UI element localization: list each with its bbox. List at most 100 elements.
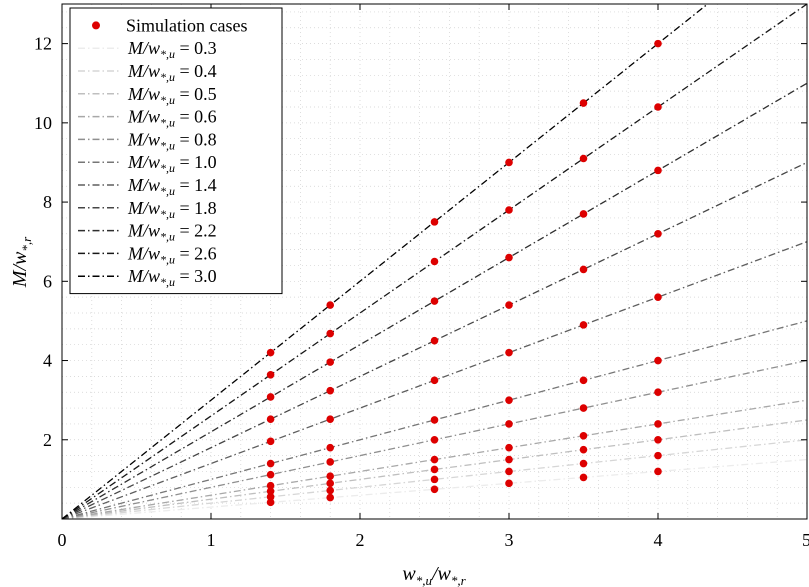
scatter-point	[654, 293, 662, 301]
x-tick-label: 3	[505, 530, 514, 550]
series-line	[62, 419, 807, 519]
scatter-point	[505, 467, 513, 476]
x-tick-label: 2	[356, 530, 365, 550]
scatter-point	[579, 265, 588, 274]
scatter-point	[266, 487, 275, 496]
scatter-point	[579, 99, 588, 107]
scatter-point	[266, 481, 275, 490]
legend: Simulation cases M/w*,u = 0.3M/w*,u = 0.4…	[69, 7, 283, 295]
scatter-point	[505, 396, 513, 404]
x-tick-label: 5	[802, 530, 809, 550]
scatter-point	[326, 443, 335, 452]
y-tick-label: 4	[43, 351, 52, 371]
scatter-point	[430, 336, 439, 345]
y-axis-label: M/w*,r	[9, 236, 34, 288]
y-tick-label: 12	[34, 34, 52, 54]
scatter-point	[654, 166, 662, 175]
legend-label: M/w*,u = 0.8	[127, 129, 217, 152]
legend-label: M/w*,u = 0.6	[127, 107, 217, 130]
scatter-point	[505, 253, 513, 262]
legend-label: M/w*,u = 2.2	[127, 221, 217, 244]
scatter-point	[326, 386, 335, 395]
x-tick-label: 0	[58, 530, 67, 550]
scatter-point	[326, 329, 335, 338]
legend-label: M/w*,u = 0.5	[127, 84, 217, 107]
scatter-point	[326, 458, 335, 466]
x-tick-label: 4	[654, 530, 663, 550]
scatter-point	[654, 356, 662, 365]
scatter-point	[505, 420, 513, 428]
scatter-point	[266, 459, 275, 468]
scatter-point	[505, 479, 513, 488]
scatter-point	[654, 103, 662, 111]
scatter-points	[266, 39, 662, 507]
scatter-point	[579, 376, 588, 385]
scatter-point	[266, 348, 275, 357]
y-tick-label: 8	[43, 192, 52, 212]
scatter-point	[579, 154, 588, 163]
y-tick-label: 10	[34, 113, 52, 133]
y-tick-label: 2	[43, 430, 52, 450]
scatter-point	[579, 445, 588, 454]
grid	[62, 4, 807, 519]
legend-label-scatter: Simulation cases	[126, 15, 247, 35]
scatter-point	[430, 485, 439, 494]
scatter-point	[326, 472, 335, 481]
plot-frame	[61, 3, 808, 520]
scatter-point	[266, 498, 275, 507]
x-axis-label: w*,u/w*,r	[402, 563, 466, 587]
scatter-point	[266, 393, 275, 401]
x-tick-label: 1	[207, 530, 216, 550]
scatter-point	[505, 455, 513, 464]
scatter-point	[579, 321, 588, 329]
scatter-point	[266, 415, 275, 423]
scatter-point	[266, 437, 275, 446]
scatter-point	[654, 39, 662, 48]
scatter-point	[579, 473, 588, 482]
scatter-point	[579, 404, 588, 412]
scatter-point	[654, 388, 662, 397]
legend-label: M/w*,u = 1.8	[127, 198, 217, 221]
scatter-point	[430, 455, 439, 464]
legend-marker-scatter	[92, 21, 100, 30]
scatter-point	[266, 470, 275, 479]
scatter-point	[430, 435, 439, 444]
scatter-point	[430, 218, 439, 226]
scatter-point	[266, 493, 275, 501]
series-line	[62, 4, 709, 519]
scatter-point	[430, 465, 439, 474]
scatter-point	[326, 486, 335, 495]
legend-label: M/w*,u = 0.4	[127, 61, 217, 84]
scatter-point	[654, 435, 662, 444]
scatter-point	[326, 493, 335, 502]
scatter-point	[579, 210, 588, 218]
legend-label: M/w*,u = 3.0	[127, 266, 217, 289]
y-tick-label: 6	[43, 271, 52, 291]
scatter-point	[505, 206, 513, 214]
scatter-point	[326, 415, 335, 423]
scatter-point	[430, 257, 439, 266]
series-line	[62, 320, 807, 519]
scatter-point	[505, 301, 513, 309]
scatter-point	[430, 475, 439, 484]
legend-label: M/w*,u = 1.4	[127, 175, 217, 198]
scatter-point	[654, 420, 662, 428]
scatter-point	[430, 376, 439, 385]
scatter-point	[579, 459, 588, 468]
scatter-point	[430, 416, 439, 424]
scatter-point	[326, 479, 335, 488]
scatter-point	[654, 467, 662, 476]
legend-label: M/w*,u = 1.0	[127, 152, 217, 175]
scatter-point	[266, 371, 275, 379]
scatter-point	[505, 443, 513, 452]
scatter-point	[505, 348, 513, 357]
legend-label: M/w*,u = 2.6	[127, 243, 217, 266]
scatter-point	[326, 301, 335, 309]
scatter-point	[505, 158, 513, 167]
scatter-point	[654, 229, 662, 238]
scatter-point	[579, 432, 588, 440]
legend-label: M/w*,u = 0.3	[127, 38, 217, 61]
scatter-point	[430, 297, 439, 305]
